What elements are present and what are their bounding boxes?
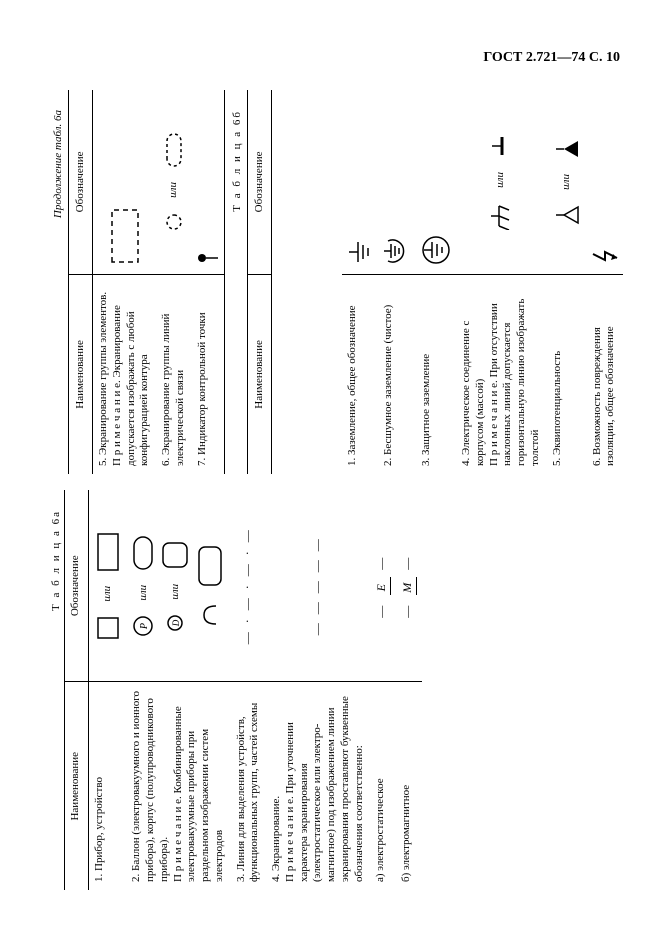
- table-row: 1. Заземление, общее обозначе­ние: [342, 90, 378, 474]
- table-row: 1. Прибор, устройство или: [88, 490, 126, 890]
- th-name: Наименование: [69, 274, 93, 474]
- row-text: 6. Экранирование группы линий электричес…: [160, 314, 186, 466]
- caption-cont-6a: Продолжение табл. 6а: [50, 90, 68, 474]
- svg-text:D: D: [171, 619, 181, 627]
- symbol-group-shield: [108, 206, 142, 266]
- table-row: 5. Эквипотенциальность или: [547, 90, 587, 474]
- th-name: Наименование: [248, 274, 272, 474]
- row-note: П р и м е ч а н и е. При отсутствии накл…: [488, 299, 541, 466]
- symbol-device: или: [96, 498, 120, 674]
- noiseless-earth-icon: [382, 236, 412, 266]
- svg-text:P: P: [139, 623, 150, 630]
- row-text: 1. Прибор, устройство: [93, 777, 105, 882]
- chassis-icon: или: [460, 98, 543, 266]
- page-header: ГОСТ 2.721—74 С. 10: [483, 50, 620, 66]
- table-row: 3. Линия для выделения уст­ройств, функц…: [231, 490, 267, 890]
- protective-earth-icon: [420, 234, 452, 266]
- equipotential-icon: или: [551, 98, 583, 266]
- th-name: Наименование: [64, 682, 88, 890]
- symbol-envelope: P или D или: [132, 498, 224, 674]
- symbol-dash-dot: — · — · — · —: [240, 527, 254, 644]
- table-row: 6. Экранирование группы линий электричес…: [156, 90, 192, 474]
- row-text: 2. Баллон (электровакуумного и ионного п…: [130, 691, 170, 882]
- table-6a-part2: Наименование Обозначение 5. Экранировани…: [68, 90, 225, 474]
- th-symbol: Обозначение: [64, 490, 88, 682]
- row-text: 3. Линия для выделения уст­ройств, функц…: [235, 703, 261, 882]
- symbol-dashed: — — — — —: [310, 536, 324, 635]
- row-note: П р и м е ч а н и е. Комбини­рованные эл…: [172, 706, 225, 882]
- row-text: 1. Заземление, общее обозначе­ние: [346, 305, 358, 466]
- row-text: 4. Электрическое соединение с корпусом (…: [460, 321, 486, 466]
- row-text: 4. Экранирование.: [270, 796, 282, 882]
- th-symbol: Обозначение: [248, 90, 272, 274]
- row-text: 3. Защитное заземление: [420, 354, 432, 466]
- th-symbol: Обозначение: [69, 90, 93, 274]
- row-text: 5. Экранирование группы эле­ментов.: [97, 292, 109, 466]
- row-note: П р и м е ч а н и е. Экранирование допус…: [111, 305, 151, 466]
- table-row: 2. Баллон (электровакуумного и ионного п…: [126, 490, 230, 890]
- caption-table-6a: Т а б л и ц а 6а: [50, 490, 64, 890]
- table-row: 7. Индикатор контрольной точки: [192, 90, 225, 474]
- symbol-testpoint: [196, 250, 220, 266]
- fault-icon: [591, 246, 619, 266]
- caption-table-6b: Т а б л и ц а 6б: [229, 90, 247, 474]
- table-row: 4. Электрическое соединение с корпусом (…: [456, 90, 547, 474]
- table-row: 2. Бесшумное заземление (чис­тое): [378, 90, 416, 474]
- table-6b-header: Наименование Обозначение: [247, 90, 272, 474]
- table-6b: 1. Заземление, общее обозначе­ние: [342, 90, 623, 474]
- row-text: 2. Бесшумное заземление (чис­тое): [382, 305, 394, 466]
- row-text: 6. Возможность повреждения изоляции, общ…: [591, 326, 617, 466]
- earth-icon: [347, 238, 373, 266]
- row-text: 7. Индикатор контрольной точки: [196, 312, 208, 466]
- table-row: 5. Экранирование группы эле­ментов. П р …: [93, 90, 157, 474]
- ili-label: или: [101, 586, 115, 602]
- table-row: 3. Защитное заземление: [416, 90, 456, 474]
- row-text: 5. Эквипотенциальность: [551, 351, 563, 466]
- symbol-line-shield: или: [164, 98, 184, 266]
- table-row: 6. Возможность повреждения изоляции, общ…: [587, 90, 623, 474]
